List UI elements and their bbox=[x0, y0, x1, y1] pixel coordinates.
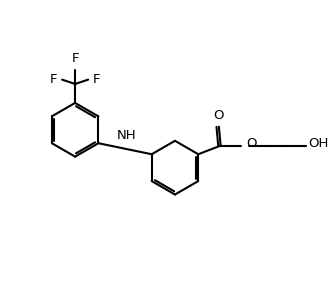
Text: F: F bbox=[71, 52, 79, 65]
Text: F: F bbox=[93, 73, 100, 86]
Text: F: F bbox=[50, 73, 57, 86]
Text: O: O bbox=[214, 109, 224, 122]
Text: OH: OH bbox=[308, 137, 329, 151]
Text: O: O bbox=[246, 137, 257, 151]
Text: NH: NH bbox=[117, 129, 136, 142]
